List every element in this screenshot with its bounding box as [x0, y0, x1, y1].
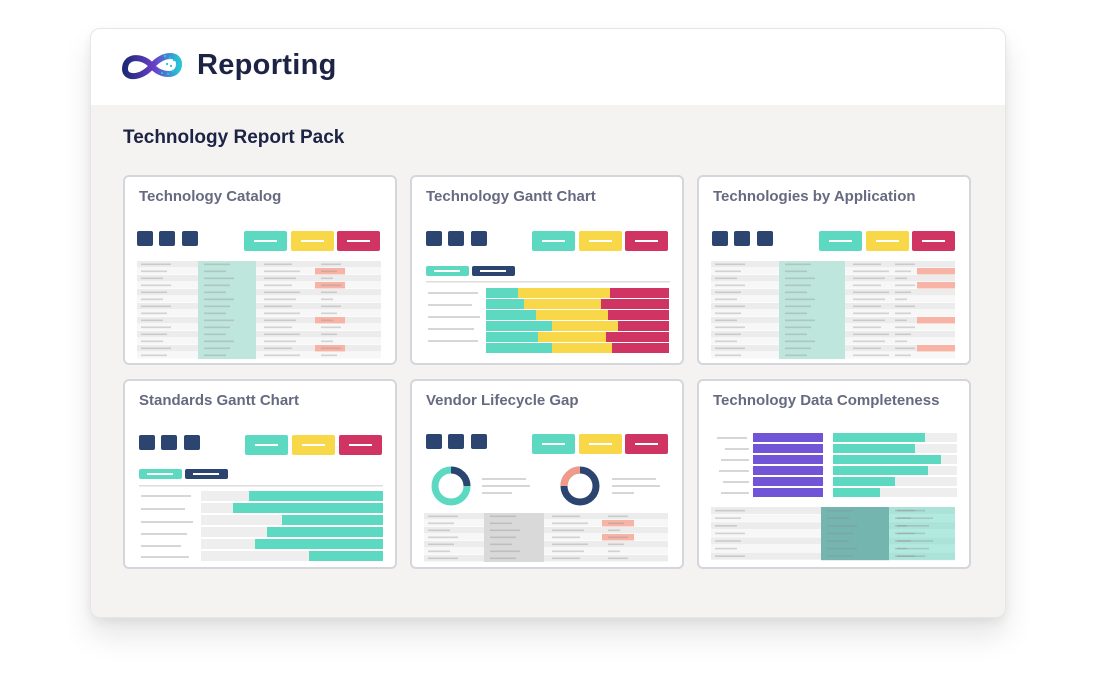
report-card-technology-catalog[interactable]: Technology Catalog: [123, 175, 397, 365]
stacked-bar-preview: [426, 231, 670, 353]
legend-buttons: [244, 231, 380, 251]
card-title: Standards Gantt Chart: [139, 392, 300, 409]
donut-chart-1: [431, 466, 471, 506]
report-card-technologies-by-application[interactable]: Technologies by Application: [697, 175, 971, 365]
table-rows: [424, 513, 668, 562]
table-preview: [137, 231, 381, 359]
toolbar-squares: [137, 231, 198, 246]
gantt-bars: [233, 491, 383, 561]
gantt-preview: [139, 435, 383, 561]
stacked-bars: [486, 288, 669, 353]
reporting-window: Reporting Technology Report Pack Technol…: [90, 28, 1006, 618]
report-card-standards-gantt-chart[interactable]: Standards Gantt Chart: [123, 379, 397, 569]
card-title: Technology Catalog: [139, 188, 282, 205]
card-title: Technologies by Application: [713, 188, 916, 205]
report-pack-title: Technology Report Pack: [123, 127, 345, 148]
purple-bars: [753, 433, 823, 497]
donut-chart-2: [560, 466, 600, 506]
app-title: Reporting: [197, 49, 337, 81]
card-title: Technology Gantt Chart: [426, 188, 596, 205]
report-card-technology-gantt-chart[interactable]: Technology Gantt Chart: [410, 175, 684, 365]
table-rows: [711, 261, 955, 359]
table-rows: [137, 261, 381, 359]
card-title: Vendor Lifecycle Gap: [426, 392, 579, 409]
app-header: Reporting: [91, 29, 1005, 105]
bars-table-preview: [711, 433, 957, 561]
infinity-logo-icon: [121, 53, 183, 80]
table-preview: [711, 231, 955, 359]
card-title: Technology Data Completeness: [713, 392, 940, 409]
report-card-technology-data-completeness[interactable]: Technology Data Completeness: [697, 379, 971, 569]
report-card-vendor-lifecycle-gap[interactable]: Vendor Lifecycle Gap: [410, 379, 684, 569]
table-rows: [711, 507, 955, 561]
completeness-bars: [833, 433, 941, 497]
donut-table-preview: [424, 434, 668, 562]
